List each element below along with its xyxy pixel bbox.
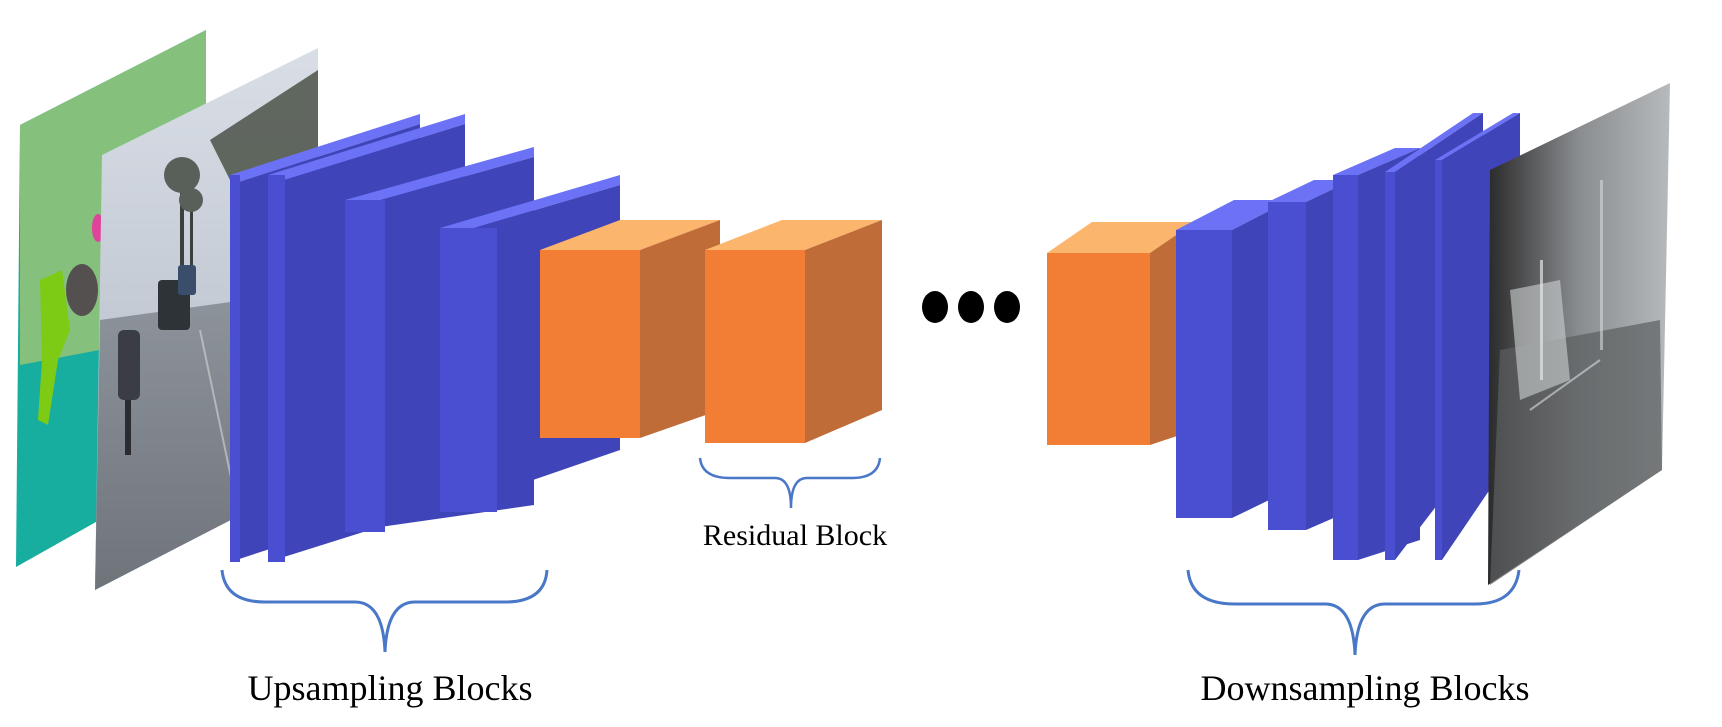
residual-block-label: Residual Block bbox=[703, 519, 887, 552]
residual-block-2 bbox=[705, 220, 882, 443]
downsampling-brace bbox=[1186, 569, 1521, 656]
residual-brace bbox=[698, 457, 882, 509]
upsampling-blocks-label: Upsampling Blocks bbox=[248, 668, 533, 708]
residual-block-1 bbox=[540, 220, 720, 438]
downsampling-blocks-label: Downsampling Blocks bbox=[1201, 668, 1530, 708]
upsampling-brace bbox=[220, 569, 549, 653]
grayscale-output-panel bbox=[1488, 83, 1670, 585]
downsampling-block-2 bbox=[1268, 180, 1352, 530]
ellipsis-dots bbox=[922, 291, 1020, 323]
residual-block-3 bbox=[1047, 222, 1195, 445]
